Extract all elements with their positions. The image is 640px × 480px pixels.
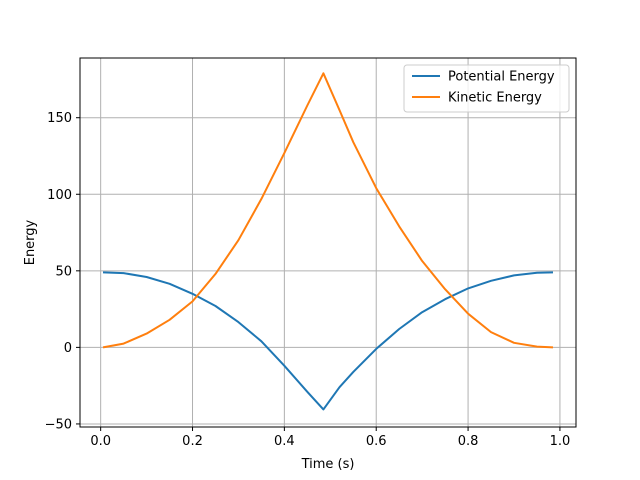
x-tick-label: 0.2 (182, 434, 203, 449)
y-tick-label: 150 (47, 111, 72, 126)
y-tick-label: 50 (55, 264, 72, 279)
legend-label-potential-energy: Potential Energy (448, 70, 555, 85)
x-tick-label: 1.0 (550, 434, 571, 449)
x-tick-label: 0.0 (90, 434, 111, 449)
legend-label-kinetic-energy: Kinetic Energy (448, 91, 542, 106)
series-line-kinetic-energy (102, 72, 554, 349)
y-tick-label: 0 (64, 341, 72, 356)
y-axis-label: Energy (23, 219, 38, 265)
x-tick-label: 0.6 (366, 434, 387, 449)
series-line-potential-energy (102, 271, 554, 411)
legend: Potential Energy Kinetic Energy (403, 64, 570, 113)
grid (80, 58, 576, 427)
x-tick-label: 0.8 (458, 434, 479, 449)
y-tick-label: −50 (45, 417, 72, 432)
y-tick-label: 100 (47, 188, 72, 203)
x-axis-label: Time (s) (301, 457, 355, 472)
ticks: 0.0 0.2 0.4 0.6 0.8 1.0 −50 0 50 100 150 (45, 111, 571, 449)
x-tick-label: 0.4 (274, 434, 295, 449)
legend-box (403, 64, 570, 113)
series-group (102, 72, 554, 411)
plot-frame (79, 57, 577, 428)
